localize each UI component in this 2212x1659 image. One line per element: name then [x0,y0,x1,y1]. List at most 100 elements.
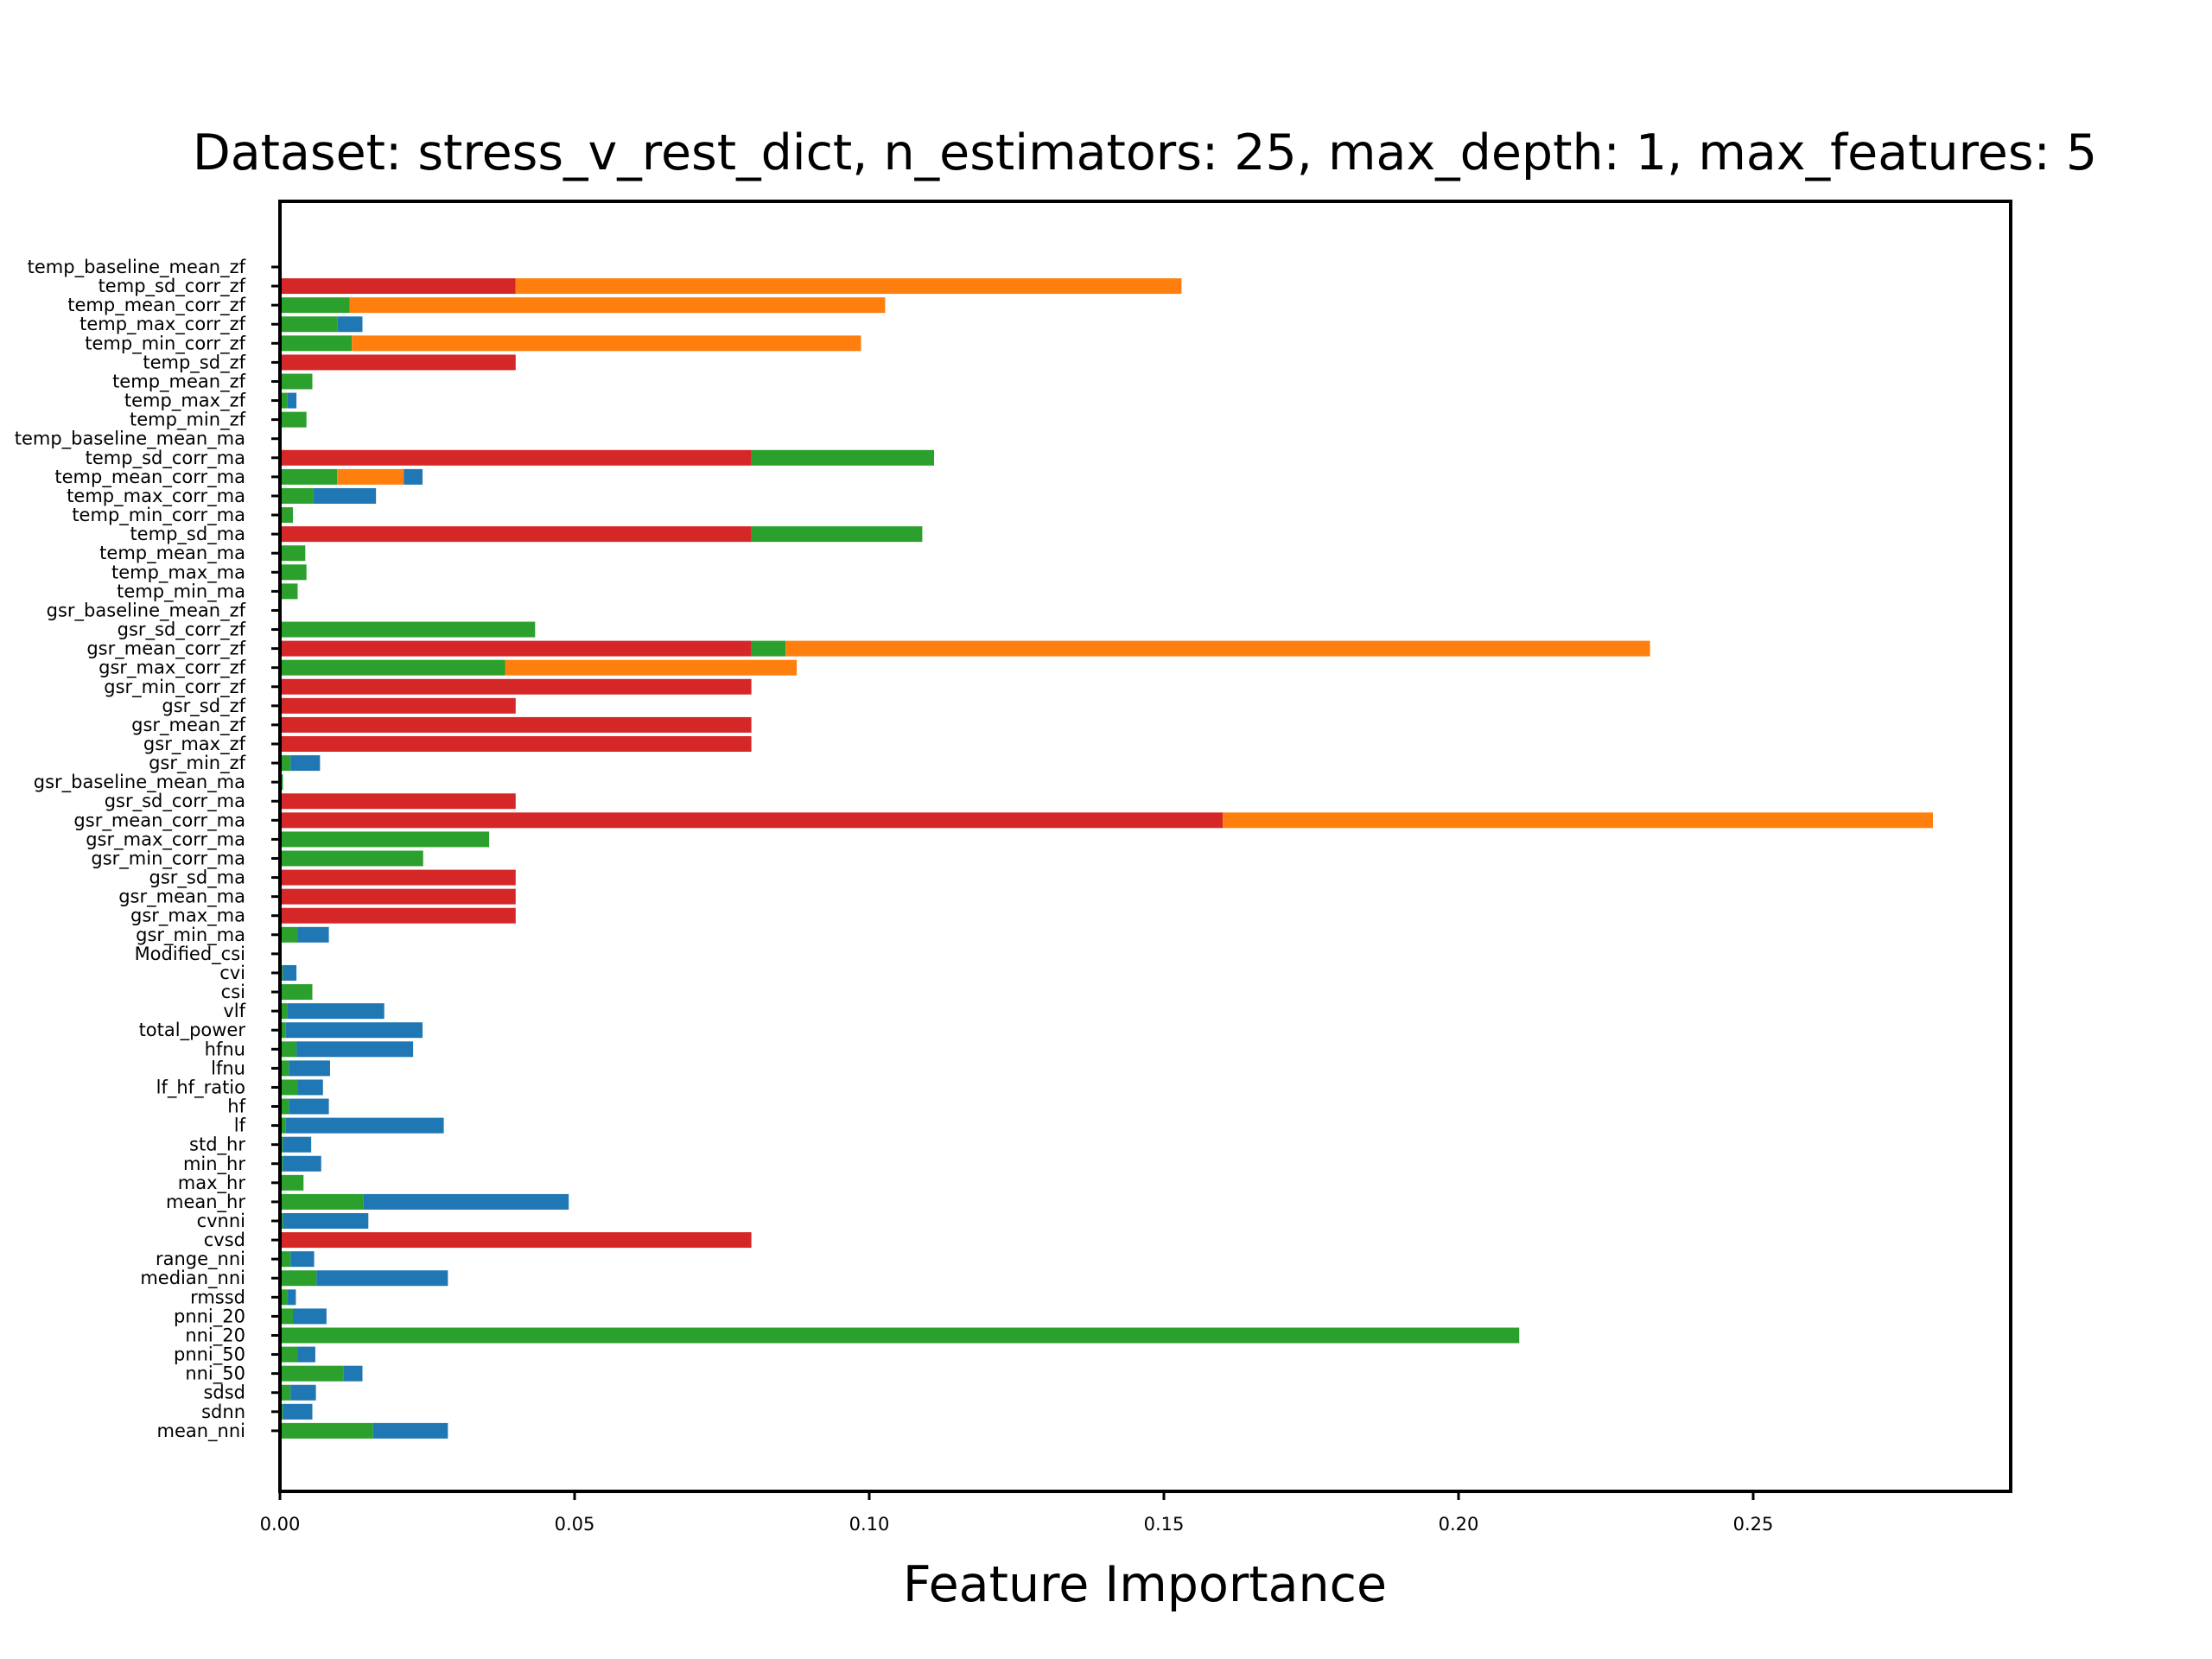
x-tick-label: 0.00 [260,1514,301,1535]
bar-gsr_mean_corr_zf-green [751,640,786,657]
y-tick-label: gsr_sd_corr_zf [118,620,246,641]
x-tick-label: 0.10 [849,1514,890,1535]
y-tick-label: temp_max_corr_ma [67,486,245,507]
bar-hf-blue [289,1098,329,1115]
bar-pnni_20-green [280,1308,294,1325]
bar-hf-green [280,1098,289,1115]
bar-mean_nni-blue [372,1422,448,1439]
y-tick-label: pnni_50 [174,1344,245,1366]
y-tick-label: lf [234,1116,246,1136]
bar-gsr_max_zf-red [280,736,752,752]
y-tick-label: cvsd [204,1230,245,1250]
bar-nni_50-blue [343,1365,363,1382]
bar-max_hr-green [280,1174,304,1191]
bar-gsr_mean_zf-red [280,716,752,733]
y-tick-label: gsr_min_corr_zf [104,677,245,698]
x-tick-label: 0.20 [1439,1514,1479,1535]
y-tick-label: cvnni [197,1211,245,1231]
bar-temp_sd_corr_zf-orange [515,278,1182,295]
y-tick-label: gsr_min_corr_ma [91,848,245,869]
y-tick-label: pnni_20 [174,1306,245,1327]
y-tick-label: temp_mean_ma [99,543,245,564]
bar-temp_sd_corr_ma-red [280,449,752,466]
y-tick-label: temp_sd_zf [143,352,245,373]
bar-lf-blue [285,1117,444,1134]
y-tick-label: gsr_sd_ma [149,868,245,889]
bar-median_nni-green [280,1270,317,1287]
y-tick-label: vlf [223,1001,245,1021]
bar-temp_sd_corr_ma-green [751,449,935,466]
bar-gsr_sd_corr_zf-green [280,621,536,638]
bar-temp_sd_ma-red [280,526,752,543]
y-tick-label: temp_min_corr_ma [72,505,245,526]
bar-sdsd-blue [290,1384,316,1401]
y-tick-label: hfnu [205,1039,245,1059]
bar-temp_mean_ma-green [280,545,306,562]
y-tick-label: temp_min_zf [130,410,246,431]
bars-group [280,278,1934,1439]
y-tick-label: temp_mean_zf [112,371,246,392]
y-tick-label: min_hr [183,1154,245,1175]
bar-gsr_max_corr_ma-green [280,831,490,848]
bar-gsr_sd_zf-red [280,697,516,714]
bar-gsr_min_zf-green [280,755,291,772]
bar-pnni_50-blue [297,1346,315,1363]
y-tick-label: lfnu [211,1058,245,1078]
x-tick-label: 0.25 [1733,1514,1774,1535]
y-tick-label: mean_nni [156,1421,245,1442]
bar-range_nni-blue [290,1251,315,1268]
bar-gsr_mean_corr_ma-orange [1223,812,1934,829]
y-tick-label: std_hr [189,1135,245,1156]
y-tick-label: gsr_max_corr_ma [86,829,245,850]
bar-csi-green [280,984,313,1001]
y-tick-label: nni_50 [185,1363,245,1385]
bar-temp_max_corr_ma-blue [313,487,377,504]
y-tick-label: rmssd [190,1287,245,1307]
bar-total_power-green [280,1022,286,1039]
y-tick-label: range_nni [156,1249,245,1270]
bar-temp_min_corr_zf-orange [352,335,861,352]
bar-sdnn-blue [283,1403,313,1420]
bar-range_nni-green [280,1251,291,1268]
bar-temp_mean_corr_ma-blue [404,468,423,485]
bar-pnni_20-blue [293,1308,327,1325]
bar-temp_mean_corr_ma-green [280,468,338,485]
y-tick-label: gsr_mean_zf [131,715,245,736]
bar-gsr_max_corr_zf-orange [505,659,798,676]
bar-gsr_max_ma-red [280,907,516,924]
bar-rmssd-green [280,1289,288,1306]
y-tick-label: gsr_baseline_mean_zf [47,600,246,621]
y-tick-label: gsr_mean_ma [118,887,245,908]
y-tick-label: temp_mean_corr_zf [67,295,245,316]
bar-temp_mean_zf-green [280,373,313,390]
y-tick-label: gsr_baseline_mean_ma [34,772,245,793]
bar-rmssd-blue [287,1289,296,1306]
bar-temp_sd_ma-green [751,526,923,543]
bar-temp_max_ma-green [280,564,307,581]
bar-median_nni-blue [316,1270,448,1287]
bar-cvnni-blue [283,1213,369,1229]
bar-temp_mean_corr_zf-orange [349,297,886,314]
bar-gsr_mean_corr_zf-red [280,640,752,657]
bar-temp_min_corr_ma-green [280,507,294,524]
bar-vlf-green [280,1003,288,1020]
y-tick-label: temp_baseline_mean_zf [28,257,246,278]
bar-temp_max_zf-blue [287,392,297,409]
bar-gsr_mean_corr_ma-red [280,812,1224,829]
bar-temp_min_ma-green [280,583,298,600]
y-tick-label: temp_sd_corr_zf [99,276,246,297]
y-tick-label: median_nni [140,1268,245,1289]
bar-nni_50-green [280,1365,344,1382]
y-tick-label: sdsd [203,1382,245,1403]
x-tick-label: 0.05 [555,1514,595,1535]
bar-mean_hr-green [280,1193,364,1210]
bar-gsr_min_ma-green [280,926,298,943]
y-tick-label: temp_mean_corr_ma [54,467,245,488]
x-tick-label: 0.15 [1144,1514,1185,1535]
x-axis-ticks: 0.00 0.05 0.10 0.15 0.20 0.25 [260,1491,1774,1535]
y-tick-label: temp_max_zf [124,391,246,412]
bar-temp_min_corr_zf-green [280,335,353,352]
bar-temp_sd_corr_zf-red [280,278,516,295]
